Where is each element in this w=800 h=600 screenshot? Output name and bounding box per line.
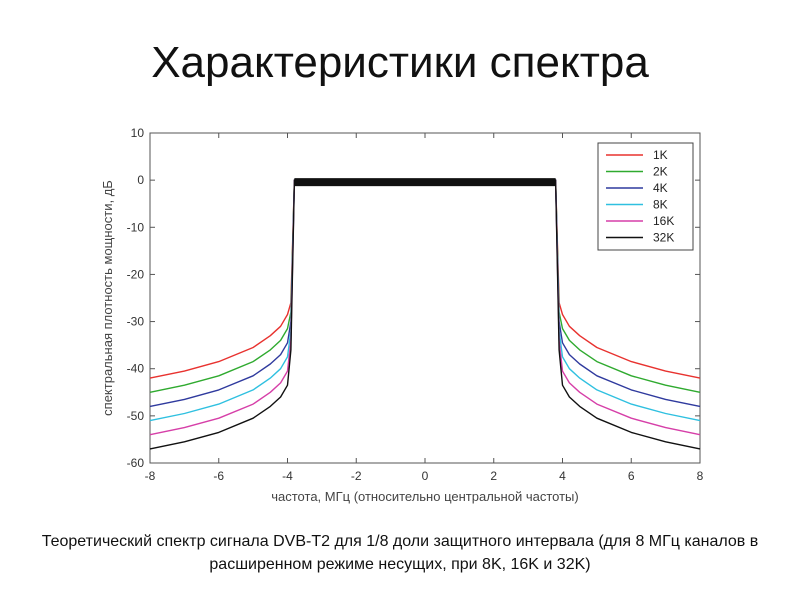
y-tick-label: -40 — [127, 362, 145, 376]
x-ticks: -8 -6 -4 -2 0 2 4 6 8 — [145, 133, 704, 483]
y-tick-label: -20 — [127, 267, 145, 281]
x-tick-label: 0 — [422, 469, 429, 483]
x-tick-label: 6 — [628, 469, 635, 483]
legend-box — [597, 142, 694, 251]
x-tick-label: -4 — [282, 469, 293, 483]
legend-label: 1K — [653, 148, 668, 162]
legend-label: 4K — [653, 181, 668, 195]
chart-svg: -8 -6 -4 -2 0 2 4 6 8 100-10-20-30-40-50-60 1K2K… — [100, 126, 704, 504]
y-tick-label: -30 — [127, 315, 145, 329]
x-tick-label: -6 — [213, 469, 224, 483]
chart-caption: Теоретический спектр сигнала DVB-T2 для … — [41, 533, 759, 573]
x-tick-label: 8 — [697, 469, 704, 483]
x-tick-label: -2 — [351, 469, 362, 483]
legend: 1K 2K 4K 8K 16K 32K — [597, 142, 694, 251]
y-axis-label: спектральная плотность мощности, дБ — [100, 180, 115, 416]
in-band-plateau — [294, 178, 556, 187]
legend-label: 2K — [653, 165, 668, 179]
y-tick-label: -50 — [127, 409, 145, 423]
x-tick-label: 4 — [559, 469, 566, 483]
legend-label: 16K — [653, 214, 674, 228]
y-tick-label: -60 — [127, 456, 145, 470]
legend-label: 32K — [653, 231, 674, 245]
slide-title: Характеристики спектра — [151, 38, 649, 87]
y-tick-label: -10 — [127, 220, 145, 234]
y-tick-label: 0 — [137, 173, 144, 187]
x-tick-label: 2 — [490, 469, 497, 483]
x-tick-label: -8 — [145, 469, 156, 483]
y-ticks: 10 0 -10 -20 -30 -40 -50 -60 — [127, 126, 700, 470]
spectrum-chart: -8 -6 -4 -2 0 2 4 6 8 10 0 -10 -20 -30 -40 -50 -60 1K 2K… — [90, 118, 720, 508]
x-axis-label: частота, МГц (относительно центральной ч… — [271, 489, 578, 504]
y-tick-label: 10 — [131, 126, 145, 140]
legend-label: 8K — [653, 198, 668, 212]
